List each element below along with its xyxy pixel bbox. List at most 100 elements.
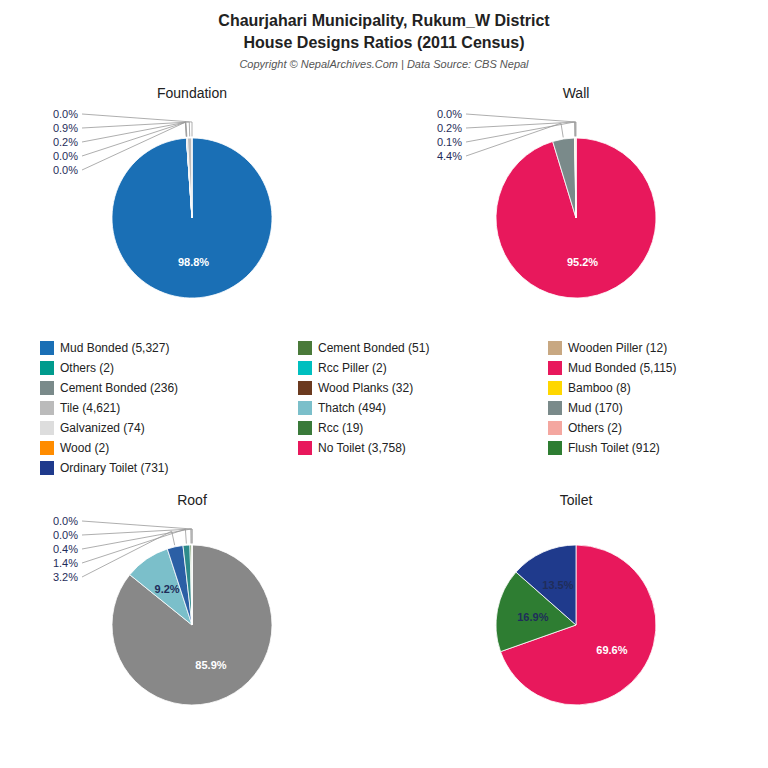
legend: Mud Bonded (5,327) Others (2) Cement Bonde… bbox=[40, 341, 677, 475]
leader-line bbox=[82, 122, 186, 170]
legend-item: Mud (170) bbox=[548, 401, 623, 415]
legend-swatch bbox=[40, 361, 54, 375]
legend-swatch bbox=[298, 441, 312, 455]
legend-item: Thatch (494) bbox=[298, 401, 386, 415]
legend-item: Tile (4,621) bbox=[40, 401, 120, 415]
data-label: 0.9% bbox=[53, 122, 78, 134]
data-label: 4.4% bbox=[437, 150, 462, 162]
legend-label: Mud (170) bbox=[568, 401, 623, 415]
slices bbox=[496, 545, 656, 705]
pie-chart: Roof85.9%9.2%0.0%0.0%0.4%1.4%3.2% bbox=[53, 492, 272, 705]
data-label: 0.0% bbox=[53, 150, 78, 162]
legend-label: Mud Bonded (5,115) bbox=[568, 361, 677, 375]
pie-slice bbox=[496, 138, 656, 298]
legend-swatch bbox=[548, 421, 562, 435]
legend-swatch bbox=[40, 341, 54, 355]
legend-label: Ordinary Toilet (731) bbox=[60, 461, 169, 475]
pie-slice bbox=[575, 138, 576, 218]
legend-item: Wood (2) bbox=[40, 441, 109, 455]
pie-slice bbox=[112, 545, 272, 705]
legend-label: Wooden Piller (12) bbox=[568, 341, 667, 355]
legend-swatch bbox=[548, 361, 562, 375]
legend-swatch bbox=[40, 441, 54, 455]
data-label: 3.2% bbox=[53, 571, 78, 583]
pie-slice bbox=[516, 545, 576, 625]
data-label: 0.0% bbox=[437, 108, 462, 120]
pie-slice bbox=[190, 545, 192, 625]
leader-line bbox=[466, 122, 575, 142]
data-label: 98.8% bbox=[178, 256, 209, 268]
legend-swatch bbox=[548, 441, 562, 455]
data-label: 0.2% bbox=[437, 122, 462, 134]
legend-swatch bbox=[40, 381, 54, 395]
data-label: 0.4% bbox=[53, 543, 78, 555]
pie-slice bbox=[186, 138, 192, 218]
legend-swatch bbox=[40, 401, 54, 415]
data-label: 9.2% bbox=[155, 583, 180, 595]
legend-swatch bbox=[40, 421, 54, 435]
data-label: 0.0% bbox=[53, 515, 78, 527]
legend-swatch bbox=[548, 381, 562, 395]
legend-swatch bbox=[298, 361, 312, 375]
legend-item: Galvanized (74) bbox=[40, 421, 145, 435]
legend-label: Wood Planks (32) bbox=[318, 381, 413, 395]
legend-label: Bamboo (8) bbox=[568, 381, 631, 395]
pie-slice bbox=[112, 138, 272, 298]
chart-canvas: Chaurjahari Municipality, Rukum_W Distri… bbox=[0, 0, 768, 768]
legend-item: No Toilet (3,758) bbox=[298, 441, 406, 455]
legend-label: Cement Bonded (51) bbox=[318, 341, 429, 355]
data-label: 85.9% bbox=[195, 659, 226, 671]
pie-slice bbox=[192, 545, 193, 625]
data-label: 0.2% bbox=[53, 136, 78, 148]
pie-slice bbox=[183, 545, 192, 625]
pie-slice bbox=[186, 138, 192, 218]
legend-item: Cement Bonded (51) bbox=[298, 341, 429, 355]
data-labels: 98.8%0.0%0.9%0.2%0.0%0.0% bbox=[53, 108, 209, 268]
legend-swatch bbox=[548, 341, 562, 355]
data-label: 13.5% bbox=[542, 579, 573, 591]
data-label: 16.9% bbox=[517, 611, 548, 623]
pie-slice bbox=[553, 138, 576, 218]
legend-swatch bbox=[548, 401, 562, 415]
legend-label: Tile (4,621) bbox=[60, 401, 120, 415]
legend-item: Others (2) bbox=[548, 421, 622, 435]
data-label: 0.1% bbox=[437, 136, 462, 148]
pie-slice bbox=[576, 138, 577, 218]
legend-item: Ordinary Toilet (731) bbox=[40, 461, 169, 475]
slices bbox=[112, 138, 272, 298]
legend-swatch bbox=[298, 421, 312, 435]
data-labels: 95.2%0.0%0.2%0.1%4.4% bbox=[437, 108, 598, 268]
legend-label: Thatch (494) bbox=[318, 401, 386, 415]
legend-label: Others (2) bbox=[60, 361, 114, 375]
legend-label: Flush Toilet (912) bbox=[568, 441, 660, 455]
pie-title: Wall bbox=[563, 85, 590, 101]
data-labels: 85.9%9.2%0.0%0.0%0.4%1.4%3.2% bbox=[53, 515, 227, 671]
title: Chaurjahari Municipality, Rukum_W Distri… bbox=[218, 12, 550, 29]
pie-chart: Toilet69.6%16.9%13.5% bbox=[496, 492, 656, 705]
legend-label: No Toilet (3,758) bbox=[318, 441, 406, 455]
pie-title: Roof bbox=[177, 492, 207, 508]
legend-label: Mud Bonded (5,327) bbox=[60, 341, 169, 355]
pie-slice bbox=[574, 138, 576, 218]
legend-label: Rcc Piller (2) bbox=[318, 361, 387, 375]
annotation: Copyright © NepalArchives.Com | Data Sou… bbox=[239, 58, 529, 70]
legend-item: Cement Bonded (236) bbox=[40, 381, 178, 395]
pie-slice bbox=[186, 138, 192, 218]
legend-swatch bbox=[298, 381, 312, 395]
legend-item: Others (2) bbox=[40, 361, 114, 375]
legend-item: Wood Planks (32) bbox=[298, 381, 413, 395]
legend-label: Others (2) bbox=[568, 421, 622, 435]
legend-item: Rcc Piller (2) bbox=[298, 361, 387, 375]
legend-label: Wood (2) bbox=[60, 441, 109, 455]
leader-line bbox=[466, 114, 576, 136]
legend-item: Mud Bonded (5,115) bbox=[548, 361, 677, 375]
pie-title: Foundation bbox=[157, 85, 227, 101]
pie-slice bbox=[192, 138, 193, 218]
pie-chart: Wall95.2%0.0%0.2%0.1%4.4% bbox=[437, 85, 656, 298]
pie-chart: Foundation98.8%0.0%0.9%0.2%0.0%0.0% bbox=[53, 85, 272, 298]
legend-swatch bbox=[298, 401, 312, 415]
legend-label: Galvanized (74) bbox=[60, 421, 145, 435]
slices bbox=[496, 138, 656, 298]
leader-line bbox=[82, 529, 186, 563]
legend-swatch bbox=[298, 341, 312, 355]
